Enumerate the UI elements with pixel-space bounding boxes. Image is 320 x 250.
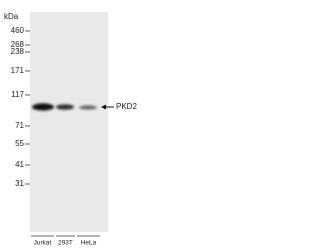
marker-label: 55 xyxy=(15,139,24,148)
arrow-head xyxy=(101,104,106,110)
band-hela xyxy=(79,105,97,110)
blot-membrane xyxy=(30,12,108,232)
marker-label: 460 xyxy=(11,26,25,35)
unit-label: kDa xyxy=(4,12,19,21)
marker-label: 71 xyxy=(15,121,24,130)
band-293t xyxy=(56,104,74,110)
band-jurkat xyxy=(32,103,54,111)
marker-label: 41 xyxy=(15,160,24,169)
lane-label: 293T xyxy=(58,240,73,247)
marker-label: 171 xyxy=(11,66,25,75)
band-label: PKD2 xyxy=(116,102,137,111)
marker-label: 117 xyxy=(11,90,24,99)
marker-label: 238 xyxy=(11,47,25,56)
page: PKD2 kDa 460 268 238 171 117 71 55 41 31 Jurkat 29… xyxy=(0,0,150,250)
marker-label: 268 xyxy=(11,40,25,49)
marker-label: 31 xyxy=(15,179,24,188)
lane-label: Jurkat xyxy=(34,240,52,247)
lane-label: HeLa xyxy=(81,240,97,247)
